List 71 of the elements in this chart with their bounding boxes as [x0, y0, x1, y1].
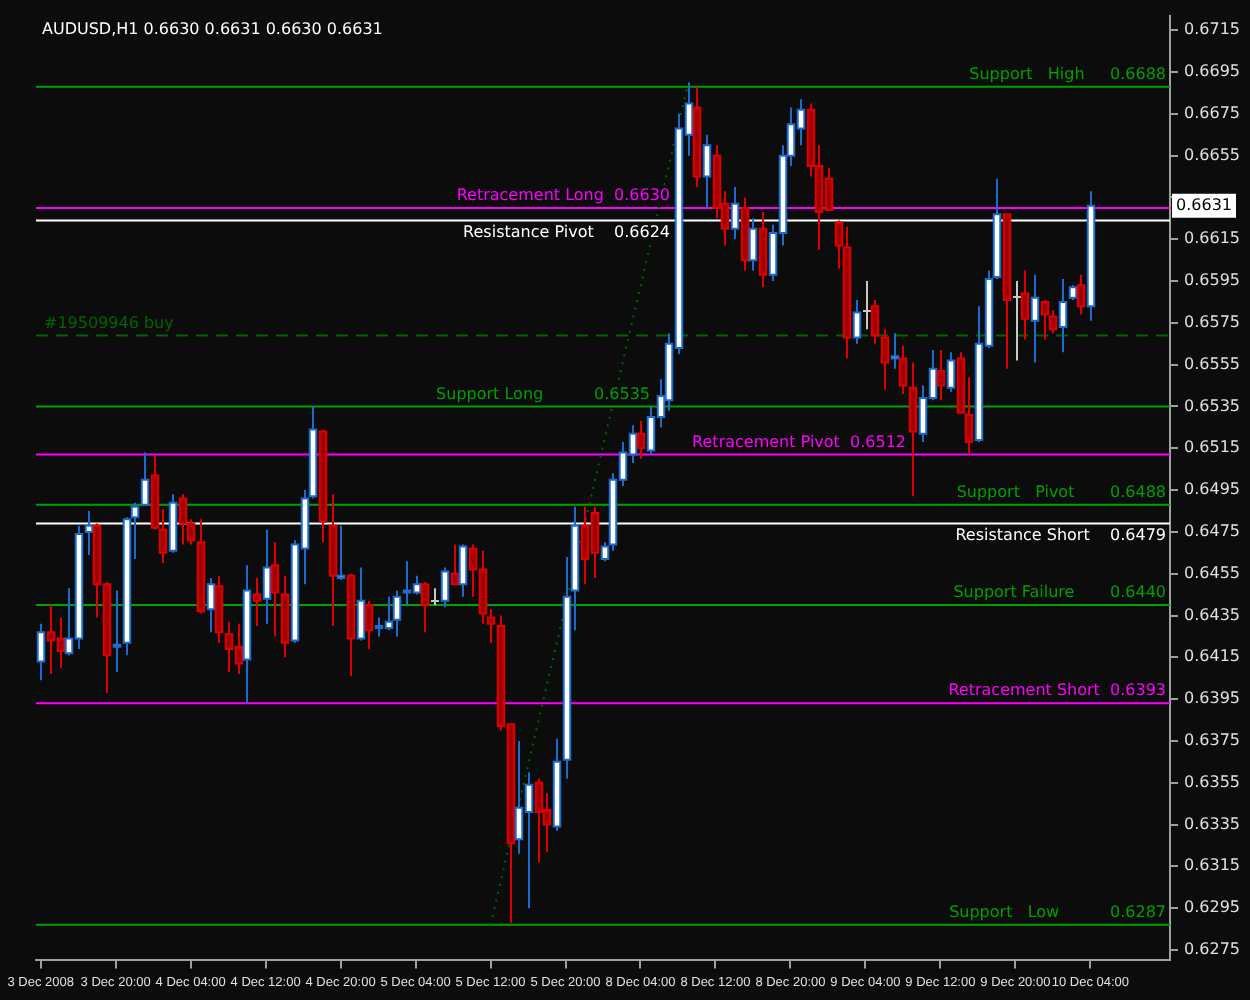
- candlestick: [908, 361, 918, 498]
- ref-line-label: Support Long 0.6535: [436, 384, 651, 403]
- y-tick-label: 0.6415: [1184, 647, 1241, 666]
- y-tick-label: 0.6295: [1184, 898, 1241, 917]
- candlestick: [420, 581, 430, 634]
- y-tick-label: 0.6535: [1184, 396, 1241, 415]
- candlestick: [1076, 273, 1086, 316]
- candlestick: [1012, 280, 1022, 362]
- candlestick: [898, 344, 908, 395]
- candlestick: [702, 133, 712, 209]
- ref-line-label: Resistance Pivot 0.6624: [463, 222, 671, 241]
- ref-line-label: Retracement Long 0.6630: [456, 186, 671, 205]
- candlestick: [936, 349, 946, 402]
- candlestick: [946, 351, 956, 393]
- y-tick-label: 0.6555: [1184, 354, 1241, 373]
- candlestick: [636, 420, 646, 460]
- candlestick: [852, 298, 862, 345]
- candlestick: [430, 587, 440, 607]
- y-tick-label: 0.6715: [1184, 20, 1241, 39]
- ref-line-label: Support Failure 0.6440: [953, 583, 1167, 602]
- y-tick-label: 0.6335: [1184, 814, 1241, 833]
- ref-line-label: Support High 0.6688: [969, 64, 1167, 83]
- candlestick: [356, 566, 366, 642]
- candlestick: [450, 543, 460, 586]
- y-tick-label: 0.6435: [1184, 605, 1241, 624]
- y-tick-label: 0.6515: [1184, 438, 1241, 457]
- candlestick: [252, 576, 262, 627]
- ref-line-label: Support Low 0.6287: [949, 903, 1167, 922]
- y-tick-label: 0.6615: [1184, 229, 1241, 248]
- candlestick: [214, 574, 224, 644]
- candlestick: [862, 280, 872, 331]
- candlestick: [1040, 298, 1050, 341]
- y-tick-label: 0.6455: [1184, 563, 1241, 582]
- candlestick: [880, 328, 890, 391]
- candlestick: [440, 566, 450, 609]
- ref-line-label: Retracement Short 0.6393: [948, 681, 1167, 700]
- candlestick: [112, 589, 122, 673]
- y-tick-label: 0.6355: [1184, 772, 1241, 791]
- y-tick-label: 0.6375: [1184, 731, 1241, 750]
- y-tick-label: 0.6595: [1184, 271, 1241, 290]
- candlestick: [458, 543, 468, 598]
- candlestick: [364, 599, 374, 650]
- candlestick: [36, 622, 46, 682]
- y-tick-label: 0.6695: [1184, 62, 1241, 81]
- candlestick: [534, 777, 544, 864]
- ref-line-label: Support Pivot 0.6488: [956, 482, 1167, 501]
- candlestick: [140, 451, 150, 506]
- ref-line-label: Retracement Pivot 0.6512: [692, 432, 907, 451]
- y-tick-label: 0.6495: [1184, 480, 1241, 499]
- y-tick-label: 0.6395: [1184, 689, 1241, 708]
- candlestick: [1030, 273, 1040, 364]
- y-tick-label: 0.6275: [1184, 940, 1241, 959]
- candlestick: [262, 528, 272, 625]
- y-tick-label: 0.6575: [1184, 313, 1241, 332]
- candlestick: [890, 332, 900, 370]
- candlestick: [1020, 269, 1030, 341]
- candlestick: [1058, 277, 1068, 354]
- candlestick: [178, 493, 188, 546]
- annotation: 0.6631: [1176, 195, 1233, 214]
- y-tick-label: 0.6675: [1184, 104, 1241, 122]
- y-tick-label: 0.6475: [1184, 522, 1241, 541]
- candlestick: [270, 541, 280, 638]
- chart-title: AUDUSD,H1 0.6630 0.6631 0.6630 0.6631: [42, 19, 383, 38]
- y-tick-label: 0.6315: [1184, 856, 1241, 875]
- candlestick: [758, 211, 768, 289]
- y-tick-label: 0.6655: [1184, 145, 1241, 164]
- candlestick: [206, 576, 216, 634]
- ref-line-label: Resistance Short 0.6479: [955, 525, 1167, 544]
- candlestick: [392, 589, 402, 638]
- ref-line-label: #19509946 buy: [44, 313, 175, 332]
- candlestick: [870, 298, 880, 345]
